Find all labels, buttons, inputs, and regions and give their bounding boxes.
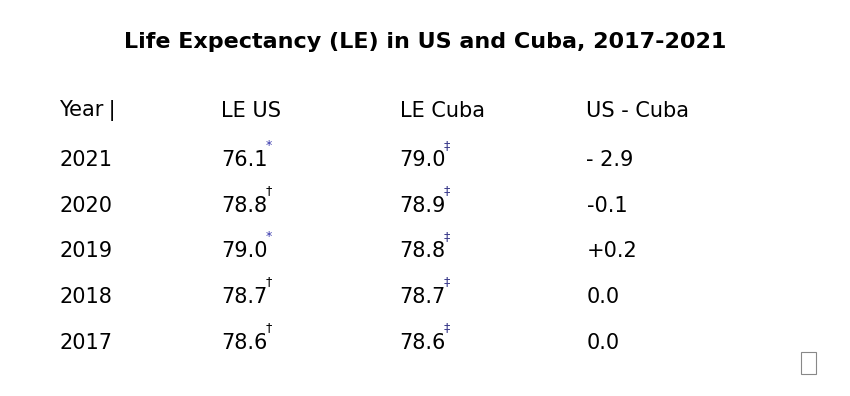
Text: - 2.9: - 2.9	[586, 150, 634, 170]
Text: 79.0: 79.0	[400, 150, 446, 170]
Text: ‡: ‡	[444, 230, 450, 243]
Text: 78.8: 78.8	[221, 196, 267, 216]
Text: 78.6: 78.6	[221, 333, 268, 352]
Text: 78.9: 78.9	[400, 196, 446, 216]
Text: ‡: ‡	[444, 276, 450, 288]
Text: 78.7: 78.7	[221, 287, 267, 307]
Text: 2019: 2019	[60, 242, 112, 261]
Text: LE Cuba: LE Cuba	[400, 101, 484, 121]
Text: 76.1: 76.1	[221, 150, 268, 170]
Text: Year❘: Year❘	[60, 100, 122, 122]
Text: 2021: 2021	[60, 150, 112, 170]
Text: ‡: ‡	[444, 321, 450, 334]
Text: -0.1: -0.1	[586, 196, 627, 216]
Text: ‡: ‡	[444, 139, 450, 152]
Text: *: *	[265, 139, 271, 152]
Text: 0.0: 0.0	[586, 333, 620, 352]
Text: ‡: ‡	[444, 185, 450, 197]
Text: †: †	[265, 321, 271, 334]
Text: †: †	[265, 276, 271, 288]
Text: 2017: 2017	[60, 333, 112, 352]
Text: Life Expectancy (LE) in US and Cuba, 2017-2021: Life Expectancy (LE) in US and Cuba, 201…	[124, 32, 726, 52]
Text: +0.2: +0.2	[586, 242, 638, 261]
Text: 78.6: 78.6	[400, 333, 446, 352]
Text: 2018: 2018	[60, 287, 112, 307]
Text: †: †	[265, 185, 271, 197]
Text: 2020: 2020	[60, 196, 112, 216]
Text: 78.8: 78.8	[400, 242, 445, 261]
Text: *: *	[265, 230, 271, 243]
Text: 78.7: 78.7	[400, 287, 445, 307]
Text: 0.0: 0.0	[586, 287, 620, 307]
Text: LE US: LE US	[221, 101, 281, 121]
Bar	[801, 352, 816, 374]
Text: 79.0: 79.0	[221, 242, 268, 261]
Text: US - Cuba: US - Cuba	[586, 101, 689, 121]
